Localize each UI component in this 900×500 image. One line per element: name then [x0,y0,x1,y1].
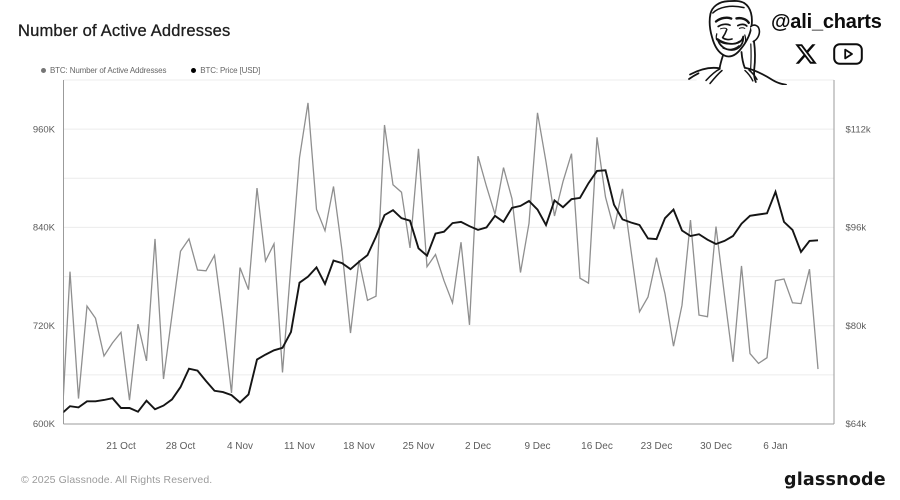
x-axis-tick-label: 21 Oct [106,441,136,452]
legend-label-price: BTC: Price [USD] [200,66,261,75]
attribution-handle[interactable]: @ali_charts [771,11,882,33]
left-axis-tick-label: 720K [33,321,56,332]
face-illustration [688,0,787,85]
legend-dot-price [191,68,197,73]
left-axis-tick-label: 600K [33,419,56,430]
legend-dot-active-addresses [41,68,46,73]
play-button-icon[interactable] [833,43,863,65]
x-axis-tick-label: 30 Dec [700,441,732,452]
x-axis-tick-label: 6 Jan [763,441,787,452]
right-axis-tick-label: $80k [846,321,867,332]
x-axis-tick-label: 28 Oct [166,441,196,452]
x-axis-tick-label: 4 Nov [227,441,253,452]
copyright-text: © 2025 Glassnode. All Rights Reserved. [21,474,213,486]
legend-item-active-addresses[interactable]: BTC: Number of Active Addresses [41,66,166,75]
right-axis-tick-label: $64k [846,419,867,430]
right-axis-tick-label: $112k [846,124,871,135]
page-title: Number of Active Addresses [18,22,231,40]
x-axis-tick-label: 9 Dec [524,441,550,452]
x-axis-tick-label: 25 Nov [403,441,435,452]
x-axis-tick-label: 2 Dec [465,441,491,452]
left-axis-tick-label: 840K [33,223,56,234]
price-series-line [63,169,819,414]
right-axis-tick-label: $96k [846,223,867,234]
x-axis-tick-label: 16 Dec [581,441,613,452]
left-axis-tick-label: 960K [33,124,56,135]
x-axis-tick-label: 18 Nov [343,441,375,452]
active-addresses-series-line [63,102,819,401]
legend-item-price[interactable]: BTC: Price [USD] [191,66,260,75]
glassnode-wordmark: glassnode [784,470,886,490]
legend-label-active-addresses: BTC: Number of Active Addresses [50,66,167,75]
x-axis-tick-label: 11 Nov [284,441,315,452]
chart-legend: BTC: Number of Active Addresses BTC: Pri… [41,66,260,75]
x-logo-icon[interactable] [794,42,818,66]
x-axis-tick-label: 23 Dec [641,441,673,452]
